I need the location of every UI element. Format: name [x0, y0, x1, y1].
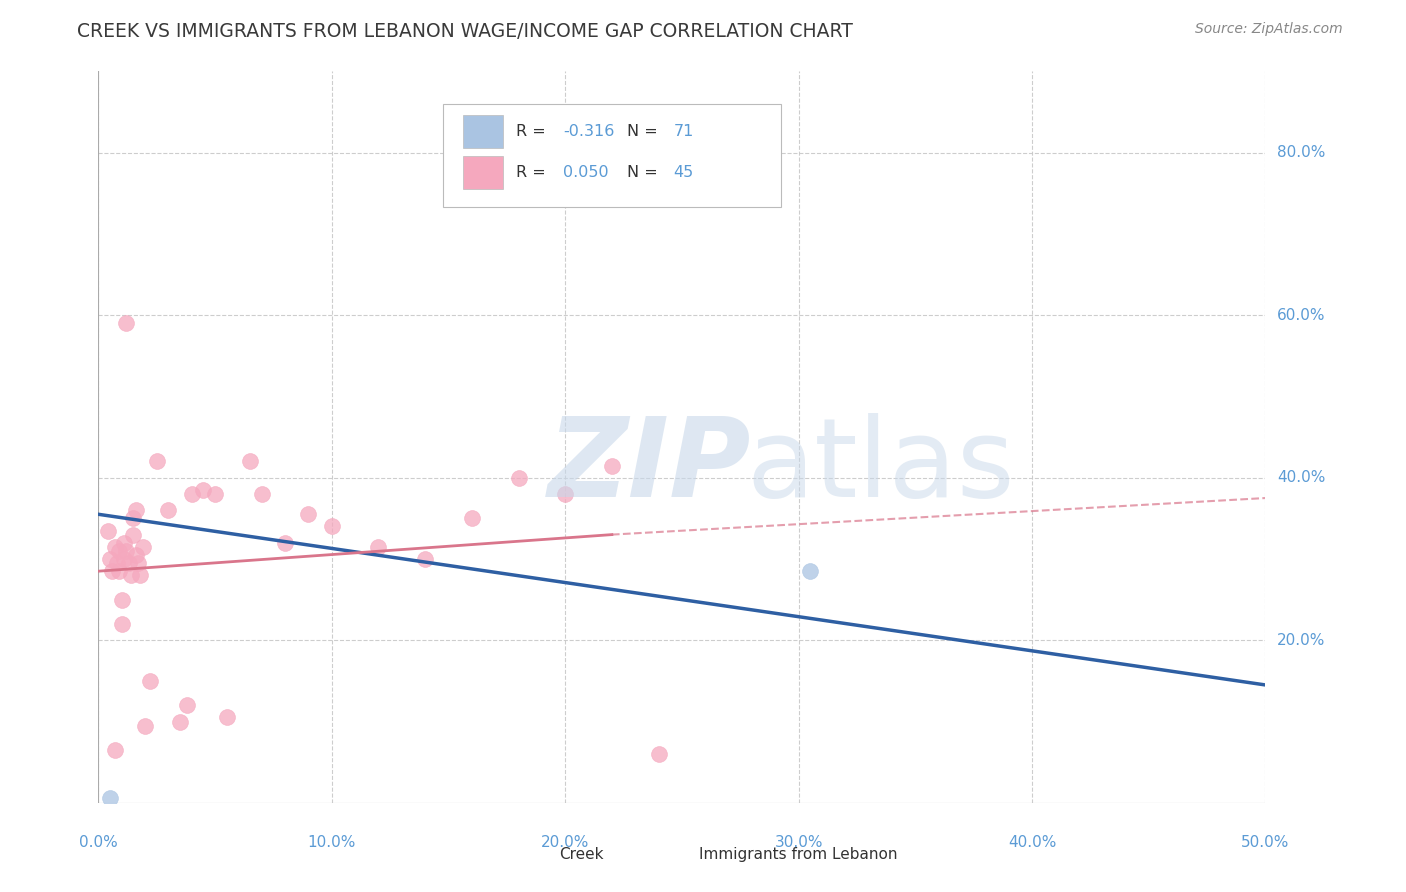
Text: N =: N =	[627, 165, 664, 180]
Text: 20.0%: 20.0%	[1277, 632, 1326, 648]
Point	[647, 747, 669, 761]
Point	[250, 487, 273, 501]
Point	[297, 508, 319, 522]
Point	[169, 714, 191, 729]
Point	[193, 483, 215, 497]
Point	[274, 535, 297, 549]
Point	[180, 487, 202, 501]
Point	[122, 527, 145, 541]
Text: Source: ZipAtlas.com: Source: ZipAtlas.com	[1195, 22, 1343, 37]
Text: Creek: Creek	[560, 847, 605, 862]
Point	[104, 540, 127, 554]
Point	[799, 564, 821, 578]
Text: CREEK VS IMMIGRANTS FROM LEBANON WAGE/INCOME GAP CORRELATION CHART: CREEK VS IMMIGRANTS FROM LEBANON WAGE/IN…	[77, 22, 853, 41]
Point	[125, 503, 148, 517]
Point	[157, 503, 180, 517]
Point	[461, 511, 484, 525]
Text: 80.0%: 80.0%	[1277, 145, 1326, 161]
Point	[118, 556, 141, 570]
Bar	[665, 839, 690, 869]
Point	[111, 592, 134, 607]
Point	[97, 524, 120, 538]
Point	[101, 564, 124, 578]
Text: N =: N =	[627, 124, 664, 139]
Point	[204, 487, 226, 501]
Text: 45: 45	[673, 165, 695, 180]
Point	[176, 698, 198, 713]
Point	[111, 617, 134, 632]
Point	[98, 552, 121, 566]
Point	[112, 535, 135, 549]
Point	[105, 556, 128, 570]
Point	[127, 556, 149, 570]
Point	[139, 673, 162, 688]
Point	[132, 540, 155, 554]
Point	[367, 540, 389, 554]
Bar	[540, 839, 565, 869]
Text: 40.0%: 40.0%	[1008, 835, 1056, 850]
Text: 0.050: 0.050	[562, 165, 609, 180]
Point	[108, 544, 131, 558]
Bar	[463, 156, 503, 189]
Point	[112, 552, 135, 566]
Text: 30.0%: 30.0%	[775, 835, 823, 850]
Point	[215, 710, 238, 724]
Text: 71: 71	[673, 124, 695, 139]
Point	[108, 564, 131, 578]
Text: atlas: atlas	[747, 413, 1015, 520]
Point	[413, 552, 436, 566]
Text: 60.0%: 60.0%	[1277, 308, 1326, 323]
Point	[508, 471, 530, 485]
Point	[115, 316, 138, 330]
Text: Immigrants from Lebanon: Immigrants from Lebanon	[699, 847, 898, 862]
Text: 0.0%: 0.0%	[79, 835, 118, 850]
Point	[134, 718, 156, 732]
Point	[600, 458, 623, 473]
Text: 10.0%: 10.0%	[308, 835, 356, 850]
Text: -0.316: -0.316	[562, 124, 614, 139]
FancyBboxPatch shape	[443, 104, 782, 207]
Point	[146, 454, 169, 468]
Text: ZIP: ZIP	[548, 413, 751, 520]
Text: 20.0%: 20.0%	[541, 835, 589, 850]
Text: 50.0%: 50.0%	[1241, 835, 1289, 850]
Text: R =: R =	[516, 124, 551, 139]
Point	[120, 568, 142, 582]
Point	[239, 454, 262, 468]
Point	[122, 511, 145, 525]
Point	[554, 487, 576, 501]
Point	[104, 743, 127, 757]
Bar	[463, 115, 503, 148]
Text: R =: R =	[516, 165, 551, 180]
Text: 40.0%: 40.0%	[1277, 470, 1326, 485]
Point	[125, 548, 148, 562]
Point	[129, 568, 152, 582]
Point	[321, 519, 343, 533]
Point	[115, 544, 138, 558]
Point	[98, 791, 121, 805]
